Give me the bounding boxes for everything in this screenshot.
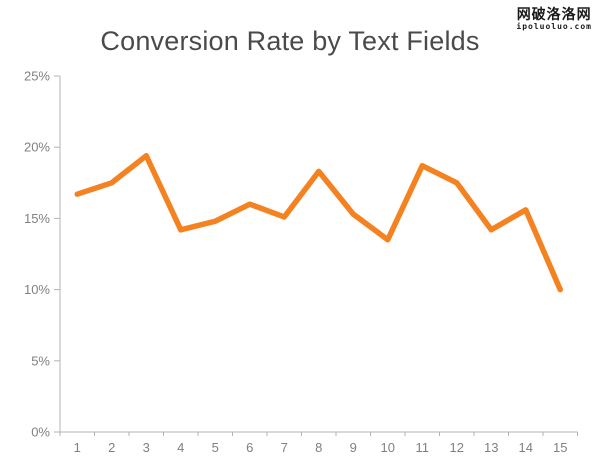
x-axis-tick-label: 6 [246, 440, 253, 455]
x-axis-tick-label: 14 [519, 440, 533, 455]
y-axis-tick-label: 25% [24, 69, 50, 84]
x-axis-tick-label: 2 [108, 440, 115, 455]
x-axis-tick-label: 13 [484, 440, 498, 455]
x-axis-tick-label: 12 [450, 440, 464, 455]
x-axis-tick-label: 1 [74, 440, 81, 455]
x-axis-tick-label: 8 [315, 440, 322, 455]
y-axis-tick-label: 0% [31, 425, 50, 440]
x-axis-tick-label: 9 [350, 440, 357, 455]
x-axis-tick-label: 7 [281, 440, 288, 455]
x-axis-tick-label: 3 [143, 440, 150, 455]
y-axis-tick-label: 10% [24, 282, 50, 297]
watermark: 网破洛洛网 ipoluoluo.com [516, 6, 592, 31]
conversion-rate-series-line [74, 152, 563, 293]
y-axis-tick-label: 5% [31, 353, 50, 368]
watermark-site-name: 网破洛洛网 [516, 6, 592, 22]
watermark-site-url: ipoluoluo.com [516, 22, 592, 32]
x-axis-tick-label: 11 [416, 440, 430, 455]
x-axis-tick-label: 10 [381, 440, 395, 455]
x-axis-tick-label: 4 [177, 440, 184, 455]
chart-title: Conversion Rate by Text Fields [100, 26, 480, 56]
x-axis-tick-label: 5 [212, 440, 219, 455]
y-axis-tick-label: 15% [24, 211, 50, 226]
x-axis-tick-label: 15 [553, 440, 567, 455]
y-axis-tick-label: 20% [24, 140, 50, 155]
